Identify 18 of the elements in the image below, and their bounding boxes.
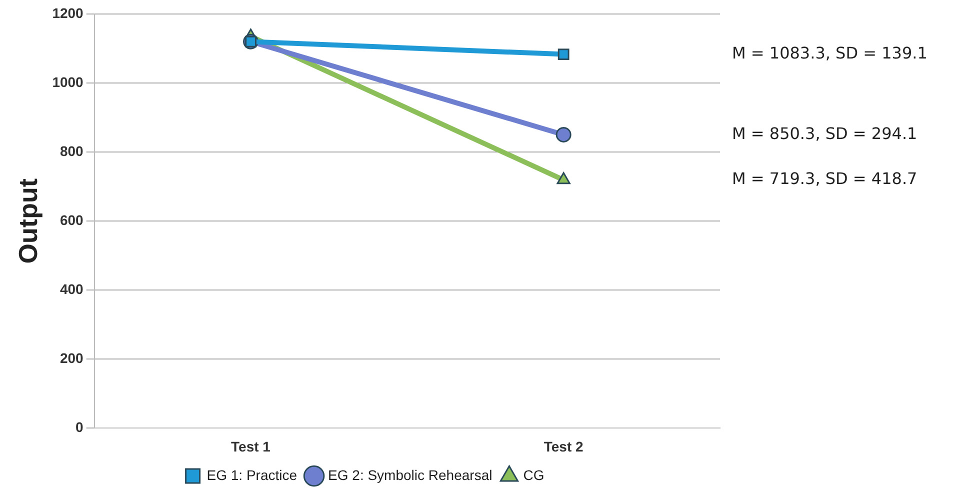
legend-label: CG: [523, 466, 544, 483]
text: M = 850.3, SD = 294.1: [732, 124, 918, 143]
text: M = 1083.3, SD = 139.1: [732, 43, 928, 62]
point: [556, 126, 572, 142]
y-axis-title: Output: [12, 178, 43, 264]
text: M = 719.3, SD = 418.7: [732, 169, 918, 188]
y-tick-label: 1200: [52, 4, 84, 21]
y-tick-label: 400: [60, 280, 84, 297]
y-tick-label: 0: [76, 419, 84, 436]
point: [558, 48, 570, 60]
x-tick-label: Test 1: [231, 438, 271, 454]
legend-label: EG 2: Symbolic Rehearsal: [328, 466, 492, 483]
legend-label: EG 1: Practice: [206, 466, 298, 483]
y-tick-label: 800: [60, 142, 84, 159]
y-tick-label: 600: [60, 212, 84, 228]
y-tick-label: 200: [60, 350, 84, 366]
x-tick-label: Test 2: [544, 438, 584, 454]
y-tick-label: 1000: [52, 74, 84, 90]
